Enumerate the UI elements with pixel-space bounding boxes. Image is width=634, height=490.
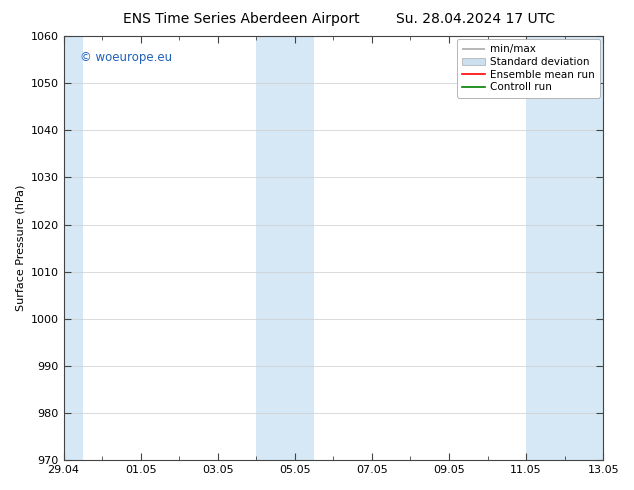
Text: ENS Time Series Aberdeen Airport: ENS Time Series Aberdeen Airport	[122, 12, 359, 26]
Bar	[63, 36, 83, 460]
Legend: min/max, Standard deviation, Ensemble mean run, Controll run: min/max, Standard deviation, Ensemble me…	[456, 39, 600, 98]
Text: Su. 28.04.2024 17 UTC: Su. 28.04.2024 17 UTC	[396, 12, 555, 26]
Y-axis label: Surface Pressure (hPa): Surface Pressure (hPa)	[15, 185, 25, 311]
Bar	[526, 36, 603, 460]
Text: © woeurope.eu: © woeurope.eu	[80, 51, 172, 64]
Bar	[256, 36, 314, 460]
